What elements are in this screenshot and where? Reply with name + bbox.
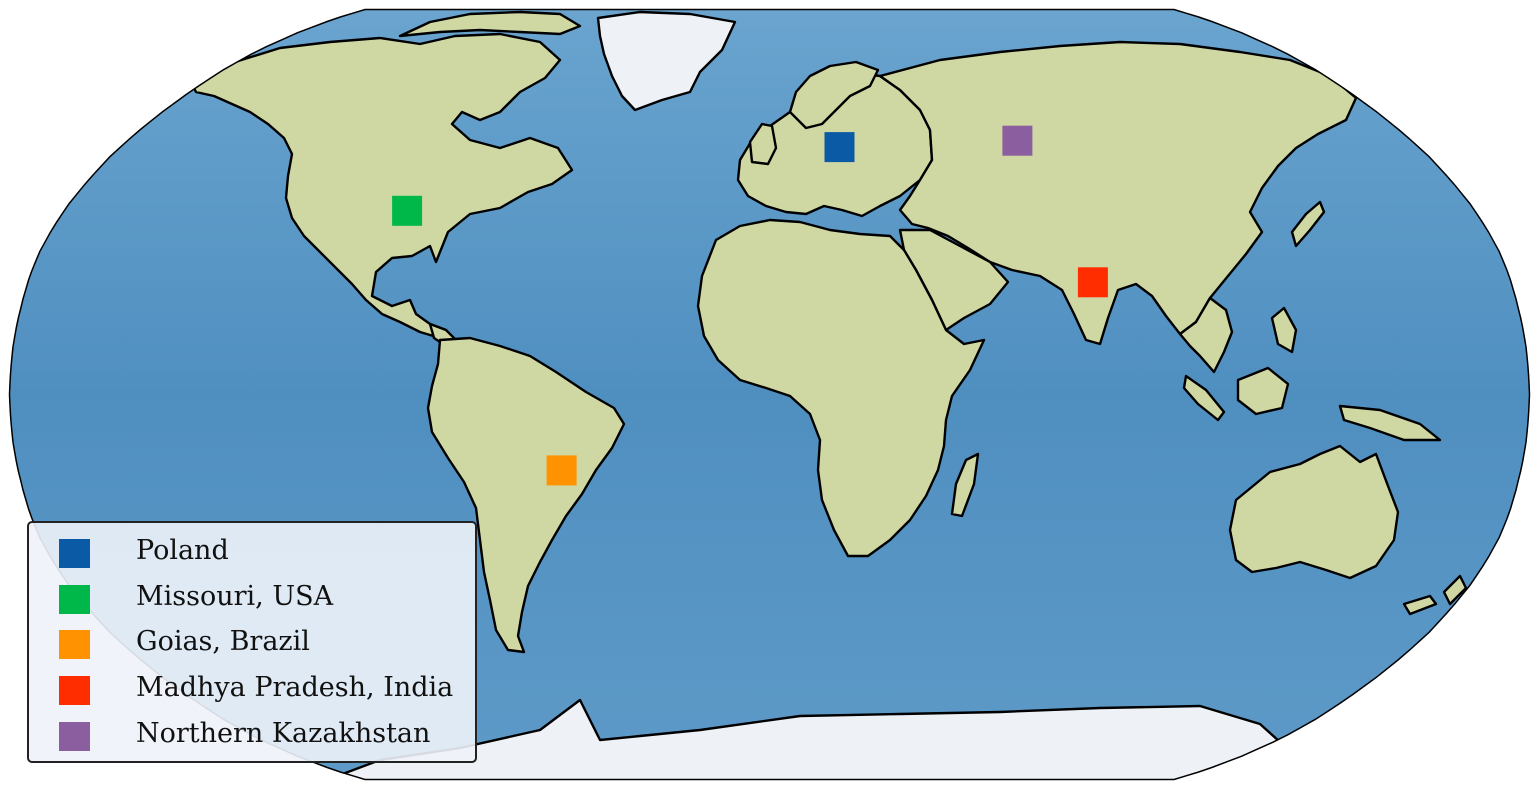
south-america — [426, 336, 626, 654]
new-zealand — [1442, 574, 1468, 606]
madagascar — [950, 452, 980, 518]
legend-item-goias: Goias, Brazil — [29, 624, 475, 664]
legend-label: Poland — [136, 535, 229, 566]
southeast-asia — [1178, 296, 1234, 374]
borneo — [1236, 366, 1290, 416]
asia — [878, 40, 1358, 346]
great-britain — [748, 122, 778, 166]
legend-label: Madhya Pradesh, India — [136, 672, 454, 703]
legend-swatch — [59, 585, 90, 614]
legend-swatch — [59, 722, 90, 751]
marker-layer — [392, 125, 1108, 486]
legend-swatch — [59, 539, 90, 568]
legend-item-missouri: Missouri, USA — [29, 579, 475, 619]
marker-madhya-pradesh — [1077, 267, 1108, 298]
scandinavia — [788, 60, 880, 130]
legend-swatch — [59, 630, 90, 659]
japan — [1290, 200, 1326, 248]
africa — [696, 218, 986, 558]
legend-item-northern-kazakhstan: Northern Kazakhstan — [29, 716, 475, 756]
new-zealand-south — [1402, 594, 1438, 616]
legend-swatch — [59, 676, 90, 705]
arctic-archipelago — [398, 10, 582, 38]
legend-label: Missouri, USA — [136, 581, 334, 612]
australia — [1228, 444, 1400, 580]
legend-label: Goias, Brazil — [136, 626, 310, 657]
philippines — [1270, 306, 1298, 354]
legend-item-poland: Poland — [29, 533, 475, 573]
marker-poland — [824, 132, 855, 163]
legend: Poland Missouri, USA Goias, Brazil Madhy… — [27, 521, 477, 763]
legend-label: Northern Kazakhstan — [136, 718, 431, 749]
marker-northern-kazakhstan — [1002, 125, 1033, 156]
new-guinea — [1338, 404, 1442, 442]
north-america — [188, 32, 574, 340]
legend-item-madhya-pradesh: Madhya Pradesh, India — [29, 670, 475, 710]
marker-goias — [546, 455, 577, 486]
marker-missouri — [392, 195, 423, 226]
sumatra — [1182, 374, 1226, 422]
greenland — [596, 10, 737, 112]
